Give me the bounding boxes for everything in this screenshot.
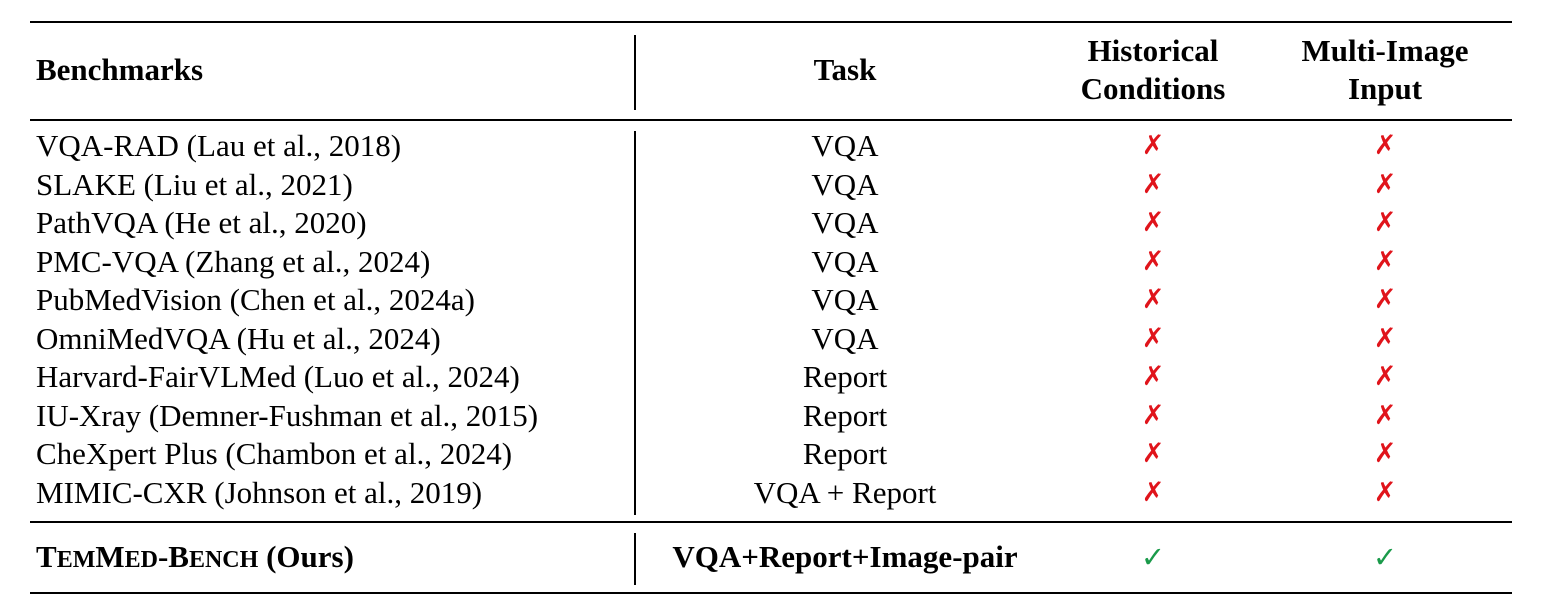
header-task: Task — [813, 52, 877, 87]
historical-check-icon: ✓ — [1140, 540, 1166, 574]
historical-cross-icon: ✗ — [1141, 168, 1165, 200]
task-cell: VQA — [811, 243, 879, 279]
task-cell: Report — [802, 397, 888, 433]
task-cell: VQA — [811, 320, 879, 356]
table-row: CheXpert Plus (Chambon et al., 2024) Rep… — [0, 435, 1545, 474]
table-row: PMC-VQA (Zhang et al., 2024) VQA ✗ ✗ — [0, 243, 1545, 282]
multi-image-cross-icon: ✗ — [1373, 438, 1397, 469]
multi-image-check-icon: ✓ — [1372, 540, 1398, 574]
ours-task-cell: VQA+Report+Image-pair — [672, 539, 1018, 574]
task-cell: VQA — [811, 166, 879, 202]
table-row: VQA-RAD (Lau et al., 2018) VQA ✗ ✗ — [0, 127, 1545, 166]
benchmark-cell: CheXpert Plus (Chambon et al., 2024) — [36, 436, 513, 471]
multi-image-cross-icon: ✗ — [1373, 207, 1397, 238]
benchmark-cell: PubMedVision (Chen et al., 2024a) — [36, 282, 475, 317]
historical-cross-icon: ✗ — [1141, 322, 1165, 354]
historical-cross-icon: ✗ — [1141, 207, 1165, 238]
multi-image-cross-icon: ✗ — [1373, 168, 1397, 200]
multi-image-cross-icon: ✗ — [1373, 284, 1397, 315]
historical-cross-icon: ✗ — [1141, 130, 1165, 161]
header-multi-line1: Multi-Image — [1301, 33, 1469, 68]
ours-row: TEMMED-BENCH (Ours) VQA+Report+Image-pai… — [0, 537, 1545, 577]
ours-top-rule — [30, 521, 1512, 523]
table-top-rule — [30, 21, 1512, 23]
historical-cross-icon: ✗ — [1141, 476, 1165, 508]
multi-image-cross-icon: ✗ — [1373, 130, 1397, 161]
header-bottom-rule — [30, 119, 1512, 121]
task-cell: VQA + Report — [753, 474, 937, 510]
table-row: OmniMedVQA (Hu et al., 2024) VQA ✗ ✗ — [0, 320, 1545, 359]
header-column-divider — [634, 35, 636, 110]
ours-column-divider — [634, 533, 636, 585]
benchmark-cell: VQA-RAD (Lau et al., 2018) — [36, 128, 402, 163]
header-historical-line1: Historical — [1087, 33, 1219, 68]
table-row: MIMIC-CXR (Johnson et al., 2019) VQA + R… — [0, 474, 1545, 513]
task-cell: Report — [802, 436, 888, 471]
benchmark-cell: MIMIC-CXR (Johnson et al., 2019) — [36, 474, 483, 510]
header-benchmarks: Benchmarks — [36, 52, 204, 87]
table-row: IU-Xray (Demner-Fushman et al., 2015) Re… — [0, 397, 1545, 436]
task-cell: VQA — [811, 128, 879, 163]
task-cell: VQA — [811, 282, 879, 317]
benchmark-cell: PMC-VQA (Zhang et al., 2024) — [36, 243, 431, 279]
benchmark-cell: IU-Xray (Demner-Fushman et al., 2015) — [36, 397, 539, 433]
header-multi-image-input: Multi-Image Input — [1262, 32, 1508, 108]
header-historical-line2: Conditions — [1080, 71, 1226, 106]
historical-cross-icon: ✗ — [1141, 284, 1165, 315]
historical-cross-icon: ✗ — [1141, 245, 1165, 277]
task-cell: VQA — [811, 205, 879, 240]
benchmark-cell: Harvard-FairVLMed (Luo et al., 2024) — [36, 359, 520, 394]
table-bottom-rule — [30, 592, 1512, 594]
multi-image-cross-icon: ✗ — [1373, 245, 1397, 277]
benchmark-cell: SLAKE (Liu et al., 2021) — [36, 166, 353, 202]
historical-cross-icon: ✗ — [1141, 399, 1165, 431]
benchmark-cell: PathVQA (He et al., 2020) — [36, 205, 367, 240]
multi-image-cross-icon: ✗ — [1373, 399, 1397, 431]
multi-image-cross-icon: ✗ — [1373, 361, 1397, 392]
table-row: SLAKE (Liu et al., 2021) VQA ✗ ✗ — [0, 166, 1545, 205]
table-row: PubMedVision (Chen et al., 2024a) VQA ✗ … — [0, 281, 1545, 320]
task-cell: Report — [802, 359, 888, 394]
header-multi-line2: Input — [1347, 71, 1423, 106]
multi-image-cross-icon: ✗ — [1373, 476, 1397, 508]
header-historical-conditions: Historical Conditions — [1046, 32, 1260, 108]
multi-image-cross-icon: ✗ — [1373, 322, 1397, 354]
table-row: PathVQA (He et al., 2020) VQA ✗ ✗ — [0, 204, 1545, 243]
historical-cross-icon: ✗ — [1141, 438, 1165, 469]
ours-benchmark-name: TEMMED-BENCH (Ours) — [36, 539, 354, 574]
body-column-divider — [634, 131, 636, 515]
table-row: Harvard-FairVLMed (Luo et al., 2024) Rep… — [0, 358, 1545, 397]
benchmark-cell: OmniMedVQA (Hu et al., 2024) — [36, 320, 441, 356]
historical-cross-icon: ✗ — [1141, 361, 1165, 392]
